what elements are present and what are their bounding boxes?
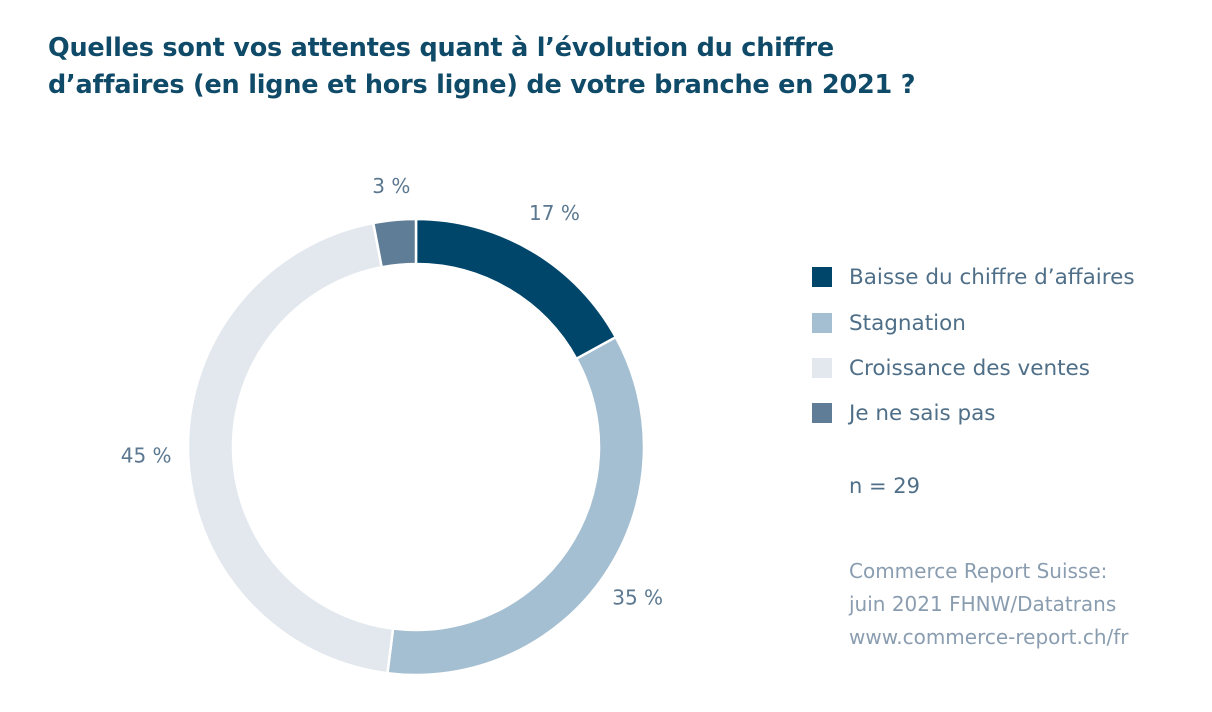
legend-item-ne-sais-pas: Je ne sais pas	[812, 398, 1192, 432]
source-line-1: Commerce Report Suisse:	[849, 559, 1108, 583]
donut-value-labels: 17 % 35 % 45 % 3 %	[121, 174, 663, 609]
legend-swatch-stagnation	[812, 313, 832, 333]
value-label-ne-sais-pas: 3 %	[372, 174, 410, 198]
donut-slices	[186, 217, 646, 677]
donut-slice-ne-sais-pas	[371, 217, 418, 269]
sample-size: n = 29	[849, 474, 920, 498]
legend-label-ne-sais-pas: Je ne sais pas	[849, 401, 996, 426]
donut-slice-croissance	[186, 221, 395, 675]
donut-slice-stagnation	[386, 335, 646, 677]
legend-label-stagnation: Stagnation	[849, 311, 966, 336]
legend-swatch-ne-sais-pas	[812, 403, 832, 423]
legend-label-croissance: Croissance des ventes	[849, 356, 1090, 381]
donut-slice-baisse	[414, 217, 618, 361]
chart-title-line-1: Quelles sont vos attentes quant à l’évol…	[48, 33, 834, 63]
source-line-2: juin 2021 FHNW/Datatrans	[849, 592, 1117, 616]
legend-item-baisse: Baisse du chiffre d’affaires	[812, 262, 1192, 296]
chart-title-line-2: d’affaires (en ligne et hors ligne) de v…	[48, 70, 916, 100]
value-label-croissance: 45 %	[121, 443, 172, 467]
value-label-baisse: 17 %	[529, 201, 580, 225]
source-note: Commerce Report Suisse: juin 2021 FHNW/D…	[849, 555, 1129, 654]
legend-swatch-baisse	[812, 267, 832, 287]
legend-item-croissance: Croissance des ventes	[812, 353, 1192, 387]
source-line-3: www.commerce-report.ch/fr	[849, 625, 1129, 649]
legend-item-stagnation: Stagnation	[812, 308, 1192, 342]
chart-title: Quelles sont vos attentes quant à l’évol…	[48, 30, 948, 104]
legend-label-baisse: Baisse du chiffre d’affaires	[849, 265, 1135, 290]
value-label-stagnation: 35 %	[612, 586, 663, 610]
legend-swatch-croissance	[812, 358, 832, 378]
